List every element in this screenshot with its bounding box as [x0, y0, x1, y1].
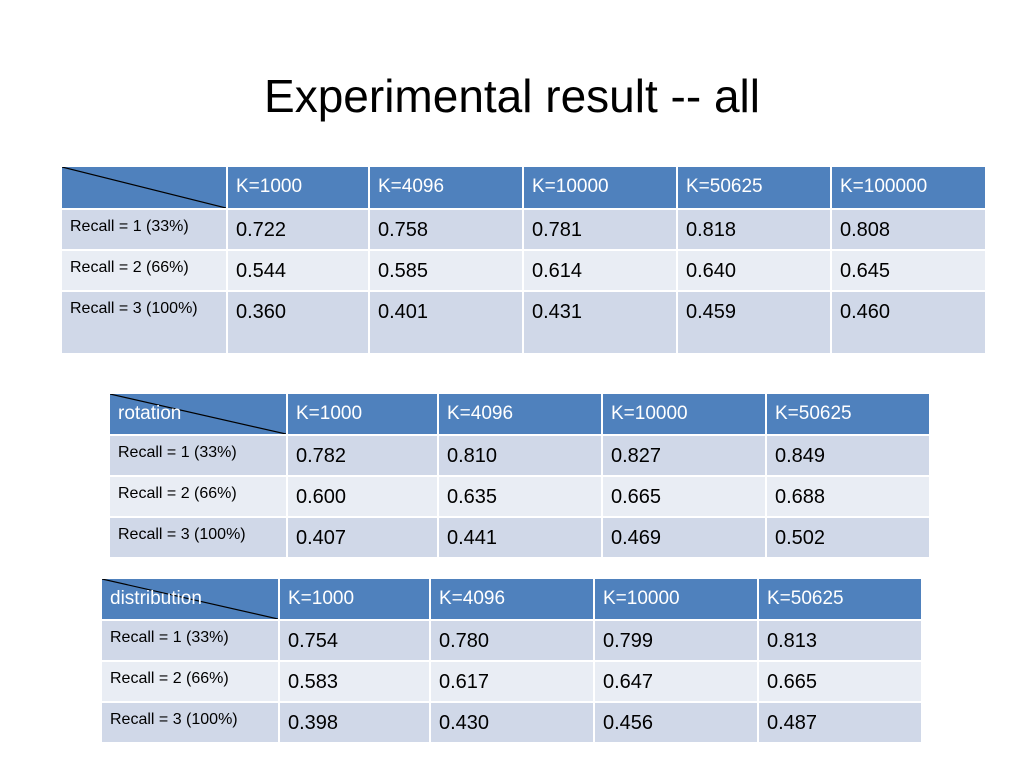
table-cell: 0.665	[601, 475, 767, 518]
row-label: Recall = 3 (100%)	[60, 290, 228, 355]
results-table-all: K=1000 K=4096 K=10000 K=50625 K=100000 R…	[60, 165, 987, 355]
table-cell: 0.647	[593, 660, 759, 703]
results-table-distribution: distribution K=1000 K=4096 K=10000 K=506…	[100, 577, 923, 744]
diagonal-divider	[62, 167, 226, 208]
table-cell: 0.398	[278, 701, 431, 744]
table-cell: 0.758	[368, 208, 524, 251]
table-cell: 0.600	[286, 475, 439, 518]
table-cell: 0.401	[368, 290, 524, 355]
table-row: Recall = 1 (33%) 0.754 0.780 0.799 0.813	[100, 619, 923, 662]
table-cell: 0.640	[676, 249, 832, 292]
table-cell: 0.722	[226, 208, 370, 251]
column-header: K=4096	[368, 165, 524, 210]
column-header: K=4096	[429, 577, 595, 621]
table-cell: 0.813	[757, 619, 923, 662]
table-cell: 0.614	[522, 249, 678, 292]
row-label: Recall = 3 (100%)	[100, 701, 280, 744]
row-label: Recall = 1 (33%)	[100, 619, 280, 662]
table-cell: 0.460	[830, 290, 987, 355]
results-table-rotation: rotation K=1000 K=4096 K=10000 K=50625 R…	[108, 392, 931, 559]
column-header: K=10000	[601, 392, 767, 436]
table-cell: 0.780	[429, 619, 595, 662]
table-cell: 0.456	[593, 701, 759, 744]
table-cell: 0.502	[765, 516, 931, 559]
table-cell: 0.487	[757, 701, 923, 744]
table-cell: 0.799	[593, 619, 759, 662]
table-cell: 0.782	[286, 434, 439, 477]
table-cell: 0.849	[765, 434, 931, 477]
column-header: K=10000	[593, 577, 759, 621]
row-label: Recall = 1 (33%)	[108, 434, 288, 477]
diagonal-divider	[102, 579, 278, 619]
column-header: K=50625	[765, 392, 931, 436]
table-row: Recall = 2 (66%) 0.544 0.585 0.614 0.640…	[60, 249, 987, 292]
header-row: distribution K=1000 K=4096 K=10000 K=506…	[100, 577, 923, 621]
column-header: K=10000	[522, 165, 678, 210]
table-cell: 0.469	[601, 516, 767, 559]
corner-cell: rotation	[108, 392, 288, 436]
table-cell: 0.585	[368, 249, 524, 292]
table-cell: 0.635	[437, 475, 603, 518]
table-row: Recall = 2 (66%) 0.583 0.617 0.647 0.665	[100, 660, 923, 703]
table-row: Recall = 3 (100%) 0.360 0.401 0.431 0.45…	[60, 290, 987, 355]
table-cell: 0.617	[429, 660, 595, 703]
corner-label: rotation	[118, 403, 182, 424]
column-header: K=100000	[830, 165, 987, 210]
column-header: K=4096	[437, 392, 603, 436]
diagonal-divider	[110, 394, 286, 434]
row-label: Recall = 2 (66%)	[100, 660, 280, 703]
row-label: Recall = 2 (66%)	[60, 249, 228, 292]
table-cell: 0.781	[522, 208, 678, 251]
table-cell: 0.431	[522, 290, 678, 355]
table-cell: 0.430	[429, 701, 595, 744]
table-row: Recall = 3 (100%) 0.398 0.430 0.456 0.48…	[100, 701, 923, 744]
table-row: Recall = 2 (66%) 0.600 0.635 0.665 0.688	[108, 475, 931, 518]
table-cell: 0.441	[437, 516, 603, 559]
column-header: K=50625	[757, 577, 923, 621]
table-cell: 0.688	[765, 475, 931, 518]
table-cell: 0.810	[437, 434, 603, 477]
table-cell: 0.808	[830, 208, 987, 251]
table-row: Recall = 1 (33%) 0.722 0.758 0.781 0.818…	[60, 208, 987, 251]
table-cell: 0.665	[757, 660, 923, 703]
table-cell: 0.754	[278, 619, 431, 662]
table-cell: 0.583	[278, 660, 431, 703]
table-cell: 0.360	[226, 290, 370, 355]
corner-cell: distribution	[100, 577, 280, 621]
row-label: Recall = 2 (66%)	[108, 475, 288, 518]
table-row: Recall = 3 (100%) 0.407 0.441 0.469 0.50…	[108, 516, 931, 559]
corner-label: distribution	[110, 588, 202, 609]
corner-cell	[60, 165, 228, 210]
table-cell: 0.827	[601, 434, 767, 477]
column-header: K=50625	[676, 165, 832, 210]
table-cell: 0.544	[226, 249, 370, 292]
column-header: K=1000	[278, 577, 431, 621]
column-header: K=1000	[286, 392, 439, 436]
table-cell: 0.818	[676, 208, 832, 251]
header-row: rotation K=1000 K=4096 K=10000 K=50625	[108, 392, 931, 436]
column-header: K=1000	[226, 165, 370, 210]
table-cell: 0.459	[676, 290, 832, 355]
row-label: Recall = 1 (33%)	[60, 208, 228, 251]
table-row: Recall = 1 (33%) 0.782 0.810 0.827 0.849	[108, 434, 931, 477]
header-row: K=1000 K=4096 K=10000 K=50625 K=100000	[60, 165, 987, 210]
slide-title: Experimental result -- all	[264, 70, 760, 122]
table-cell: 0.407	[286, 516, 439, 559]
table-cell: 0.645	[830, 249, 987, 292]
row-label: Recall = 3 (100%)	[108, 516, 288, 559]
